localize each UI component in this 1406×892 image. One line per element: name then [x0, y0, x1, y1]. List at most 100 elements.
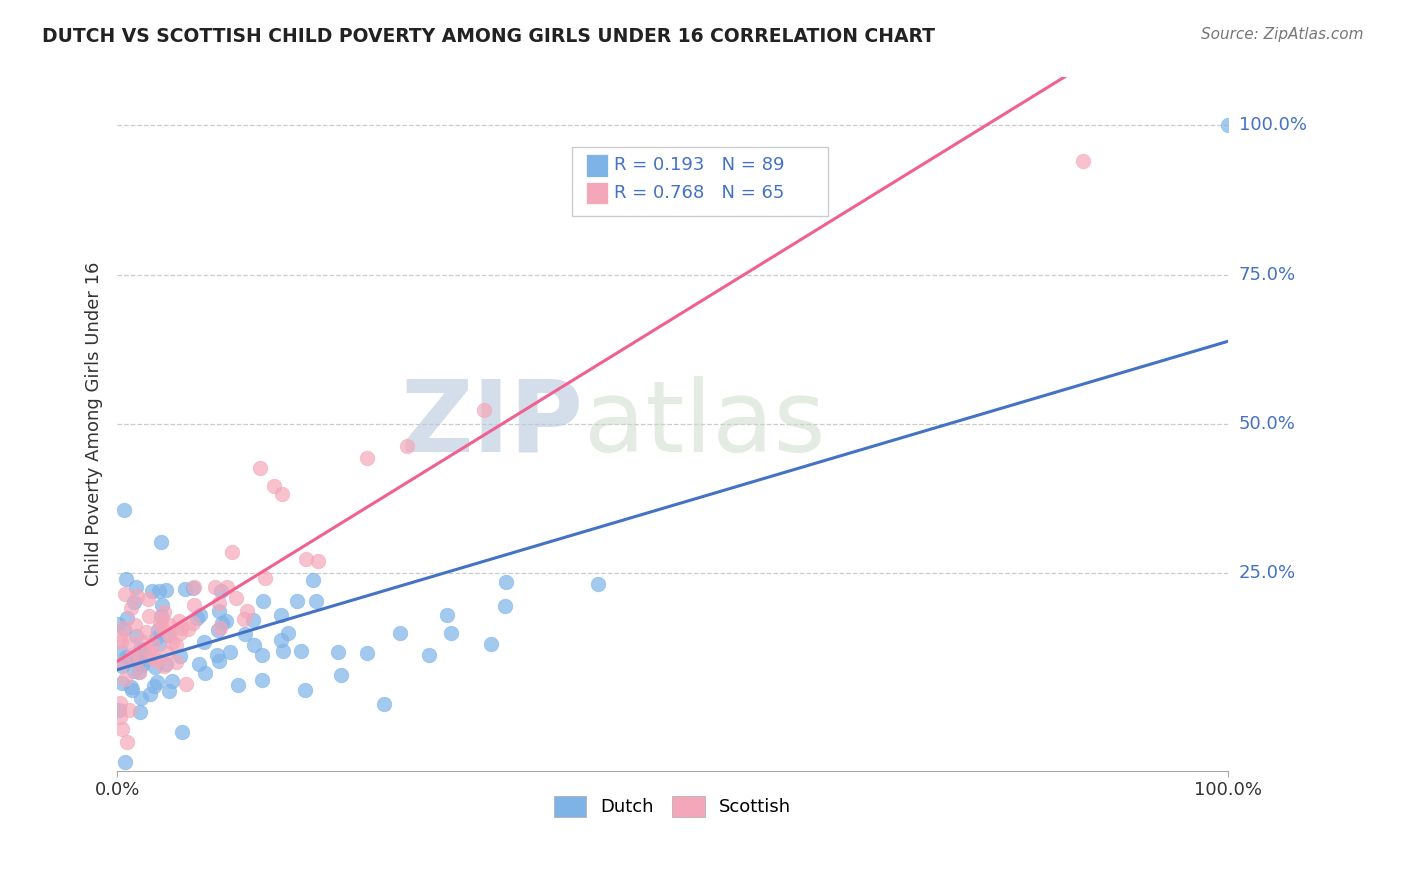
FancyBboxPatch shape	[572, 147, 828, 216]
Point	[208, 654, 231, 668]
Point	[110, 632, 132, 646]
Point	[146, 674, 169, 689]
Point	[304, 593, 326, 607]
Text: 100.0%: 100.0%	[1239, 116, 1306, 135]
Point	[114, 755, 136, 769]
Point	[142, 638, 165, 652]
Point	[146, 653, 169, 667]
Point	[207, 604, 229, 618]
Point	[125, 629, 148, 643]
Point	[136, 641, 159, 656]
FancyBboxPatch shape	[586, 154, 607, 177]
Point	[118, 634, 141, 648]
Point	[156, 628, 179, 642]
Point	[186, 611, 208, 625]
Point	[270, 487, 292, 501]
Point	[157, 684, 180, 698]
Point	[122, 664, 145, 678]
Point	[131, 657, 153, 672]
Point	[494, 599, 516, 614]
Point	[1216, 118, 1239, 132]
Point	[131, 690, 153, 705]
Text: R = 0.768   N = 65: R = 0.768 N = 65	[613, 185, 785, 202]
Point	[138, 608, 160, 623]
Point	[214, 614, 236, 628]
Point	[127, 655, 149, 669]
Point	[252, 648, 274, 663]
Point	[129, 634, 152, 648]
Point	[114, 572, 136, 586]
Point	[204, 580, 226, 594]
Point	[226, 678, 249, 692]
Point	[218, 646, 240, 660]
Point	[165, 638, 187, 652]
Point	[121, 682, 143, 697]
Point	[157, 628, 180, 642]
Point	[148, 637, 170, 651]
Point	[146, 623, 169, 637]
Point	[167, 614, 190, 628]
Point	[209, 621, 232, 635]
Point	[373, 697, 395, 711]
Point	[117, 611, 139, 625]
Point	[215, 580, 238, 594]
Point	[209, 584, 232, 599]
Point	[221, 545, 243, 559]
Point	[114, 622, 136, 636]
Point	[131, 656, 153, 670]
Point	[135, 624, 157, 639]
Point	[155, 657, 177, 672]
Point	[176, 676, 198, 690]
Point	[157, 618, 180, 632]
Point	[249, 461, 271, 475]
Point	[177, 623, 200, 637]
Point	[160, 674, 183, 689]
Point	[152, 605, 174, 619]
Point	[152, 610, 174, 624]
Text: 50.0%: 50.0%	[1239, 415, 1295, 434]
Point	[170, 724, 193, 739]
Text: ZIP: ZIP	[401, 376, 583, 473]
Point	[277, 625, 299, 640]
Point	[356, 450, 378, 465]
Point	[183, 580, 205, 594]
Point	[187, 657, 209, 671]
Point	[108, 696, 131, 710]
Point	[120, 681, 142, 695]
Point	[128, 705, 150, 719]
Point	[389, 626, 412, 640]
Text: 25.0%: 25.0%	[1239, 565, 1296, 582]
Point	[117, 735, 139, 749]
Point	[242, 613, 264, 627]
Point	[142, 651, 165, 665]
Point	[153, 659, 176, 673]
Point	[232, 612, 254, 626]
Point	[270, 607, 292, 622]
Point	[302, 573, 325, 587]
Point	[107, 617, 129, 632]
Point	[112, 656, 135, 670]
Point	[117, 650, 139, 665]
Point	[418, 648, 440, 662]
Point	[148, 584, 170, 599]
Point	[170, 621, 193, 635]
Point	[440, 625, 463, 640]
Point	[472, 402, 495, 417]
Point	[128, 642, 150, 657]
Point	[160, 635, 183, 649]
Point	[169, 625, 191, 640]
Point	[124, 617, 146, 632]
Point	[108, 703, 131, 717]
Point	[252, 594, 274, 608]
Point	[396, 440, 419, 454]
Point	[271, 644, 294, 658]
Point	[110, 635, 132, 649]
Point	[108, 710, 131, 724]
FancyBboxPatch shape	[586, 182, 607, 204]
Point	[110, 645, 132, 659]
Text: Source: ZipAtlas.com: Source: ZipAtlas.com	[1201, 27, 1364, 42]
Point	[326, 645, 349, 659]
Point	[145, 659, 167, 673]
Point	[253, 571, 276, 585]
Point	[142, 679, 165, 693]
